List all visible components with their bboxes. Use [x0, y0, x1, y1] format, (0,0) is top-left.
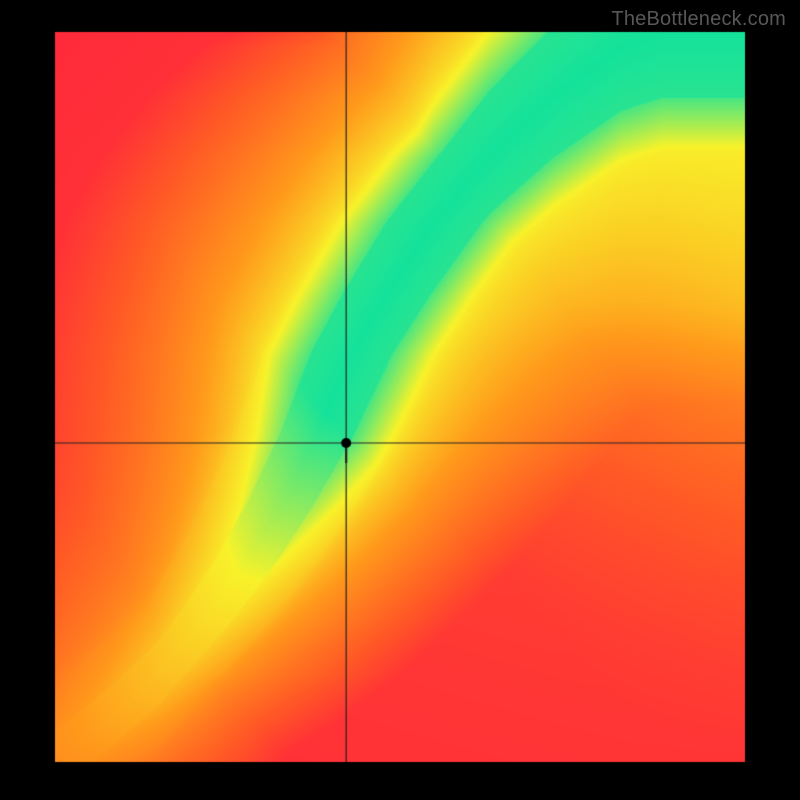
watermark-text: TheBottleneck.com: [611, 8, 786, 31]
heatmap-canvas: [0, 0, 800, 800]
chart-container: TheBottleneck.com: [0, 0, 800, 800]
